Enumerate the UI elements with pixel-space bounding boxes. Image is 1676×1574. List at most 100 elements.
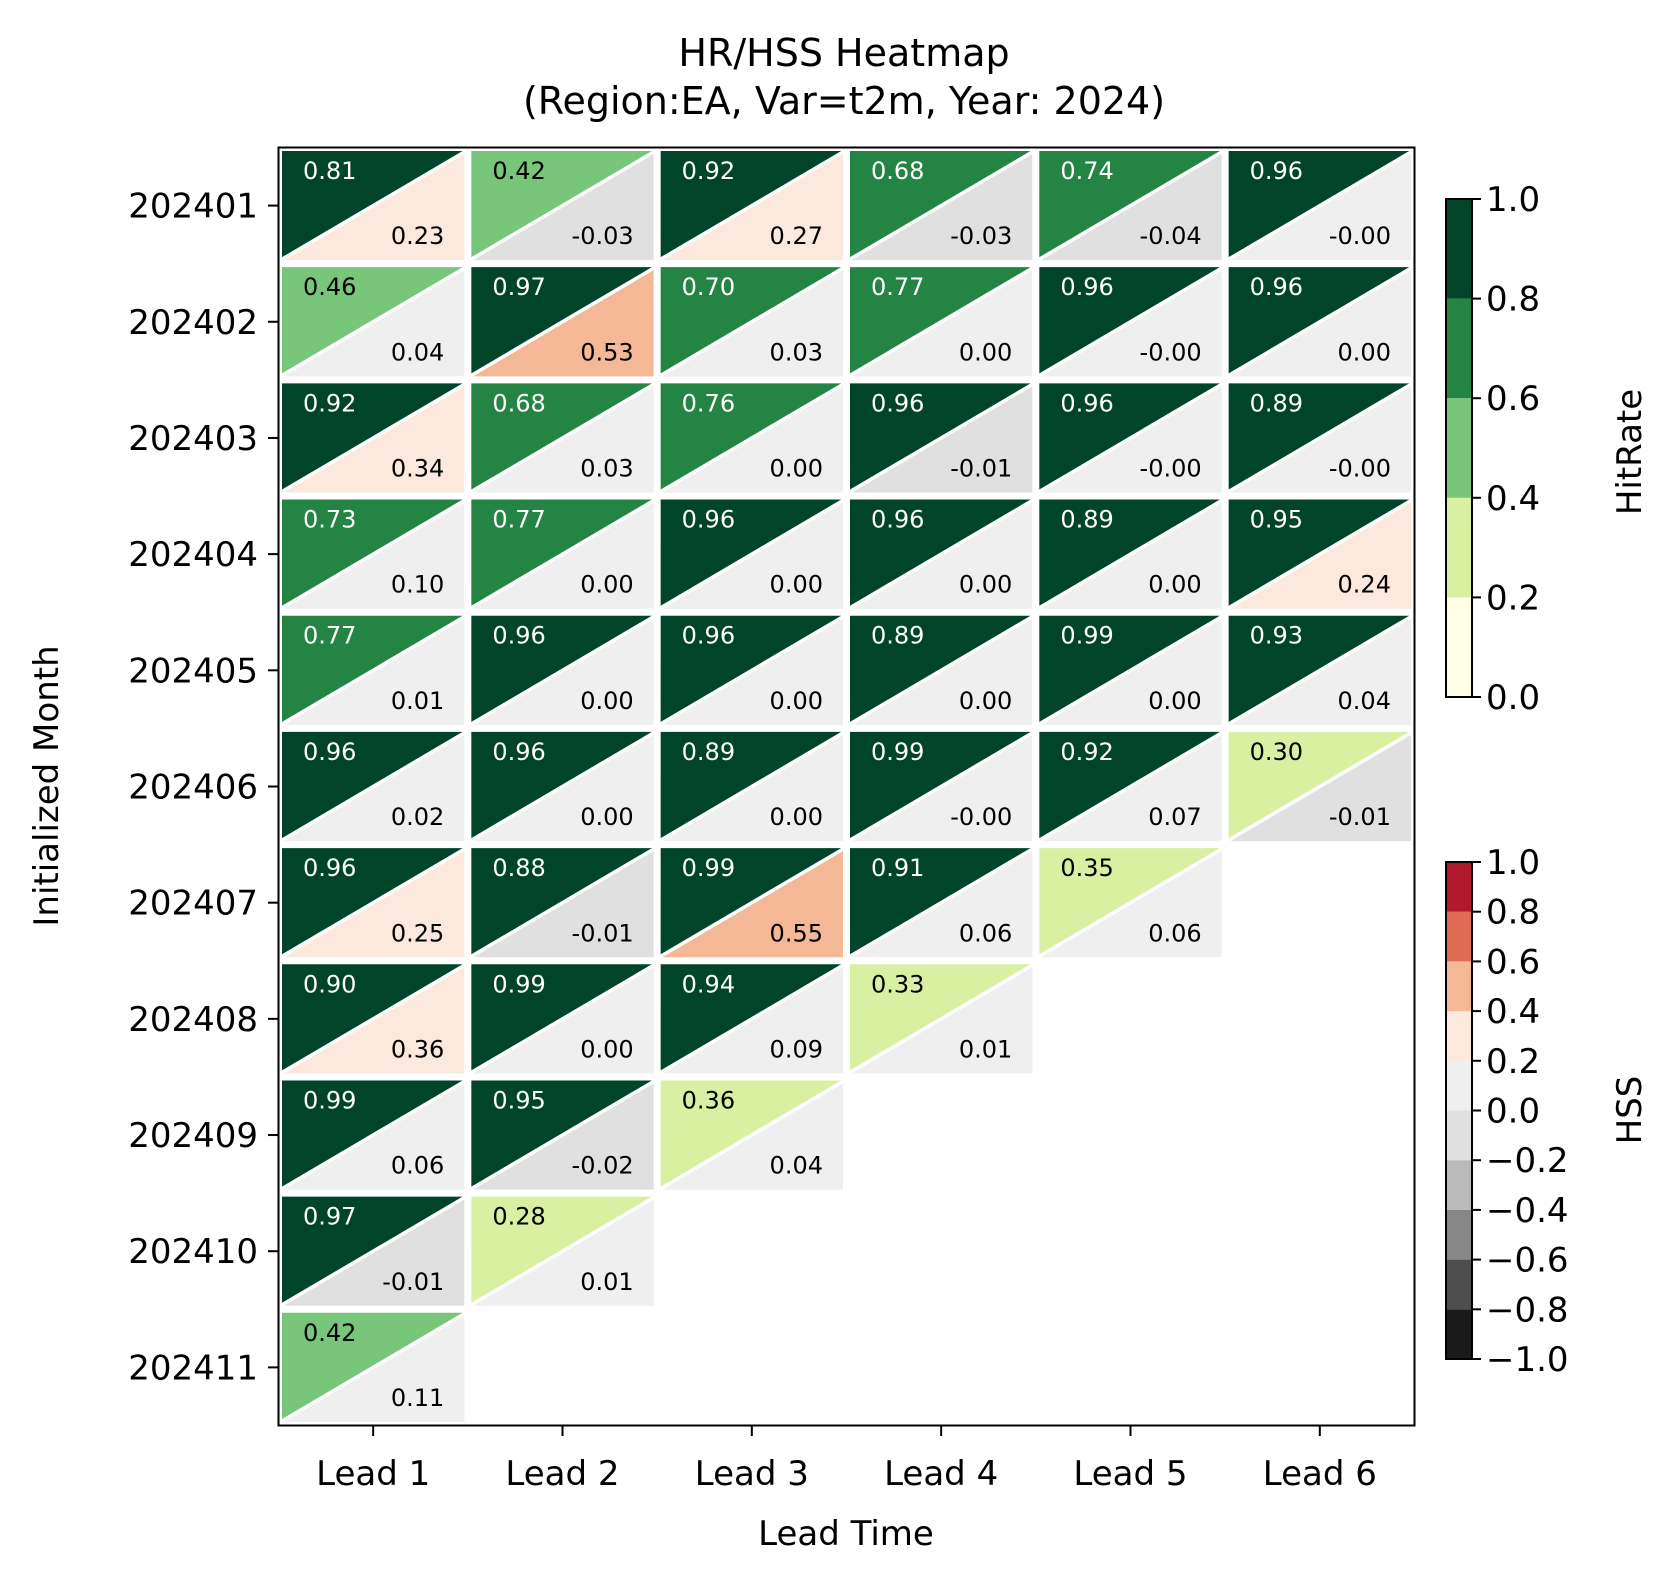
hitrate-triangle: [471, 964, 652, 1071]
hitrate-value-label: 0.93: [1250, 622, 1303, 650]
hitrate-value-label: 0.76: [682, 389, 735, 417]
hitrate-triangle: [660, 151, 842, 258]
hss-colorbar-tick-label: 0.0: [1486, 1092, 1540, 1132]
hss-value-label: 0.00: [770, 571, 823, 599]
hss-triangle: [473, 851, 654, 958]
hss-value-label: 0.27: [770, 222, 823, 250]
hss-colorbar-tick-label: 0.4: [1486, 992, 1540, 1032]
hss-value-label: 0.00: [1148, 687, 1201, 715]
hss-triangle: [662, 1083, 843, 1190]
hitrate-triangle: [1228, 615, 1410, 722]
hitrate-value-label: 0.89: [682, 738, 735, 766]
hitrate-value-label: 0.92: [303, 389, 356, 417]
hss-value-label: 0.00: [580, 571, 633, 599]
hitrate-triangle: [471, 499, 652, 606]
hitrate-triangle: [660, 267, 842, 374]
hitrate-value-label: 0.28: [492, 1203, 545, 1231]
hss-colorbar-segment: [1446, 961, 1472, 1012]
hss-triangle: [473, 502, 654, 609]
hss-colorbar-tick-label: 0.8: [1486, 893, 1540, 933]
hss-value-label: 0.00: [1338, 338, 1391, 366]
heatmap-cells: 0.81 0.23 0.42 -0.03 0.92 0.27 0.68 -0.03 0.74 -0…: [282, 151, 1411, 1422]
hitrate-triangle: [282, 731, 463, 839]
hitrate-value-label: 0.68: [871, 157, 924, 185]
hitrate-triangle: [660, 964, 842, 1071]
hitrate-value-label: 0.70: [682, 273, 735, 301]
hss-value-label: 0.00: [959, 338, 1012, 366]
hitrate-triangle: [471, 1080, 652, 1187]
hss-colorbar-tick-label: 0.6: [1486, 942, 1540, 982]
hss-triangle: [283, 618, 465, 725]
hitrate-value-label: 0.95: [1250, 506, 1303, 534]
hitrate-value-label: 0.96: [1250, 157, 1303, 185]
hss-triangle: [283, 270, 465, 377]
chart-subtitle: (Region:EA, Var=t2m, Year: 2024): [523, 79, 1165, 123]
hss-value-label: 0.55: [770, 919, 823, 947]
x-tick-label: Lead 6: [1263, 1454, 1377, 1494]
hitrate-triangle: [1228, 383, 1410, 490]
hitrate-value-label: 0.77: [871, 273, 924, 301]
hss-value-label: 0.06: [391, 1152, 444, 1180]
hitrate-triangle: [1039, 615, 1220, 722]
hitrate-value-label: 0.74: [1060, 157, 1113, 185]
y-tick-label: 202410: [128, 1232, 258, 1272]
hss-triangle: [662, 386, 843, 493]
hss-triangle: [851, 270, 1033, 377]
hss-value-label: 0.00: [580, 803, 633, 831]
hitrate-triangle: [471, 615, 652, 722]
hitrate-triangle: [849, 615, 1031, 722]
hitrate-value-label: 0.96: [303, 738, 356, 766]
hss-triangle: [1230, 502, 1411, 609]
hss-value-label: 0.00: [770, 687, 823, 715]
hss-value-label: 0.02: [391, 803, 444, 831]
hitrate-triangle: [471, 383, 652, 490]
plot-frame: [277, 146, 1416, 1427]
y-tick-label: 202411: [128, 1348, 258, 1388]
hss-triangle: [851, 154, 1033, 261]
hss-triangle: [473, 967, 654, 1074]
hitrate-value-label: 0.89: [1250, 389, 1303, 417]
hitrate-triangle: [282, 383, 463, 490]
hitrate-value-label: 0.96: [1060, 389, 1113, 417]
hitrate-value-label: 0.36: [682, 1086, 735, 1114]
hitrate-value-label: 0.92: [1060, 738, 1113, 766]
hss-triangle: [283, 1083, 465, 1190]
hitrate-triangle: [660, 1080, 842, 1187]
y-tick-label: 202406: [128, 767, 258, 807]
hss-value-label: 0.23: [391, 222, 444, 250]
hss-triangle: [662, 967, 843, 1074]
hitrate-triangle: [282, 267, 463, 374]
x-axis: Lead 1 Lead 2 Lead 3 Lead 4 Lead 5 Lead 6: [316, 1426, 1377, 1494]
hss-triangle: [851, 967, 1033, 1074]
x-tick-label: Lead 4: [884, 1454, 998, 1494]
hss-colorbar-tick-label: 0.2: [1486, 1042, 1540, 1082]
hitrate-value-label: 0.99: [303, 1086, 356, 1114]
hss-colorbar-tick-label: 1.0: [1486, 843, 1540, 883]
hss-value-label: 0.00: [959, 687, 1012, 715]
hss-triangle: [473, 270, 654, 377]
hitrate-triangle: [1039, 383, 1220, 490]
hitrate-colorbar-tick-label: 1.0: [1486, 180, 1540, 220]
hss-value-label: 0.53: [580, 338, 633, 366]
hss-triangle: [662, 270, 843, 377]
hitrate-value-label: 0.97: [492, 273, 545, 301]
hss-value-label: -0.03: [950, 222, 1012, 250]
hss-value-label: 0.03: [580, 455, 633, 483]
hss-triangle: [283, 734, 465, 842]
y-tick-label: 202401: [128, 187, 258, 227]
hitrate-value-label: 0.96: [1250, 273, 1303, 301]
hss-triangle: [662, 502, 843, 609]
hss-value-label: 0.01: [391, 687, 444, 715]
hss-triangle: [851, 618, 1033, 725]
hss-value-label: -0.00: [1140, 455, 1202, 483]
hss-triangle: [662, 618, 843, 725]
hitrate-colorbar-frame: [1445, 198, 1473, 698]
x-tick-label: Lead 5: [1073, 1454, 1187, 1494]
hitrate-value-label: 0.33: [871, 970, 924, 998]
hss-value-label: 0.24: [1338, 571, 1391, 599]
hss-value-label: 0.34: [391, 455, 444, 483]
hitrate-value-label: 0.68: [492, 389, 545, 417]
hitrate-triangle: [471, 848, 652, 955]
hss-triangle: [1041, 851, 1222, 958]
hss-value-label: 0.10: [391, 571, 444, 599]
